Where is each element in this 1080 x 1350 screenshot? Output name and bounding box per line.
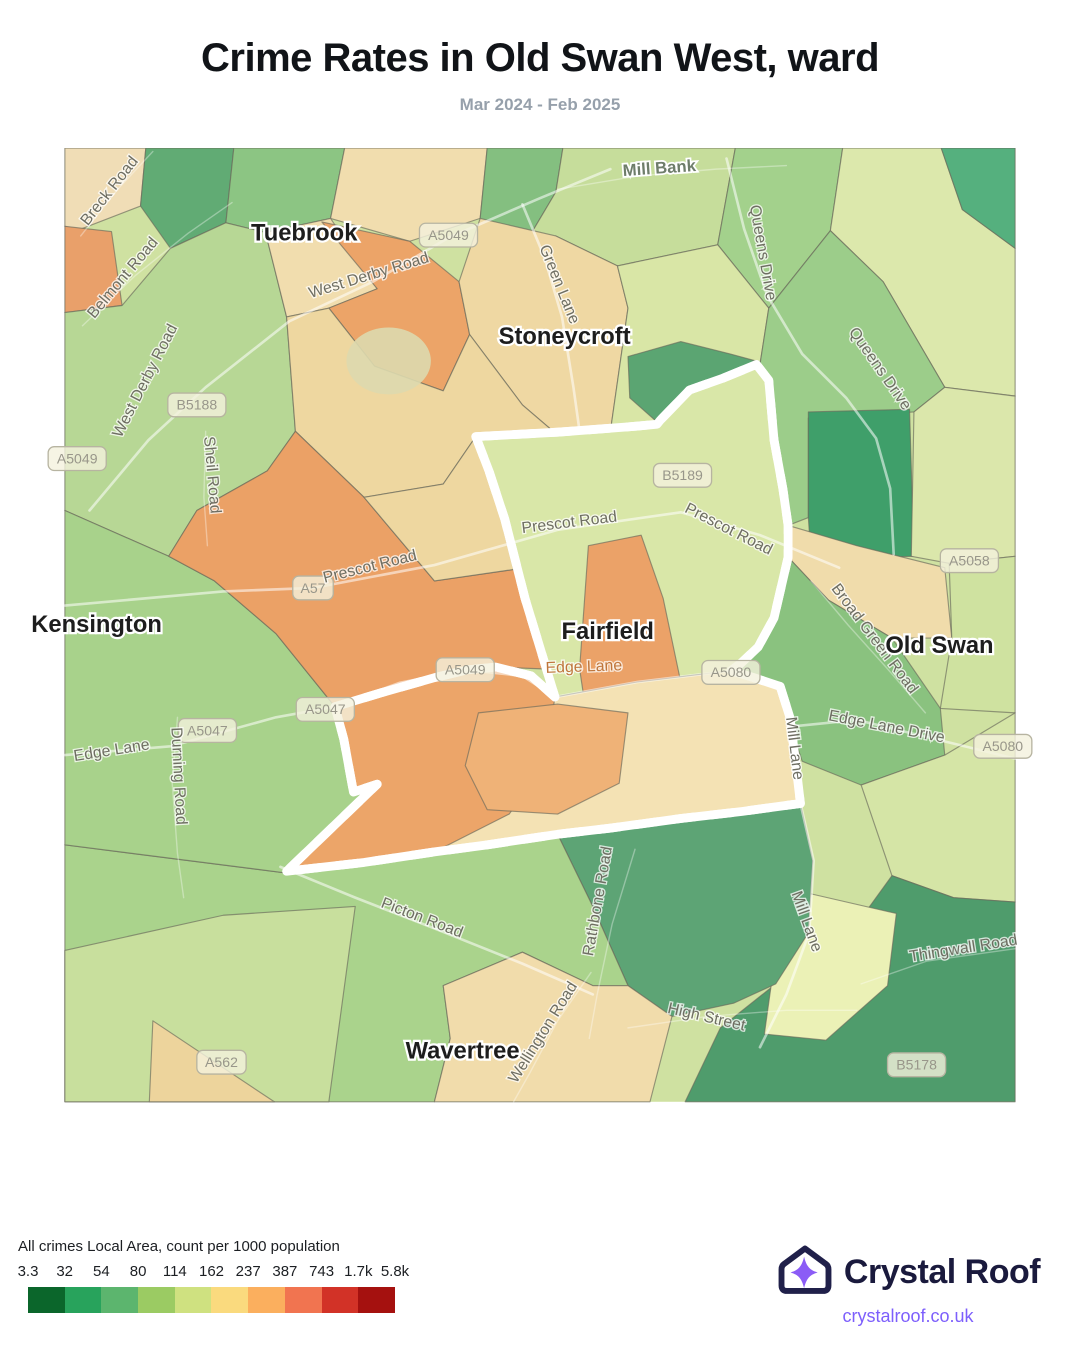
brand-block: Crystal Roof crystalroof.co.uk xyxy=(758,1244,1058,1327)
road-badge: A5080 xyxy=(973,733,1033,759)
choropleth-regions xyxy=(64,148,1016,1103)
svg-text:A5049: A5049 xyxy=(428,227,469,243)
road-badge: B5188 xyxy=(167,392,227,418)
road-badge: B5178 xyxy=(886,1052,947,1078)
legend-tick: 162 xyxy=(198,1263,225,1280)
road-badge: A57 xyxy=(292,575,334,601)
report-header: Crime Rates in Old Swan West, ward Mar 2… xyxy=(0,0,1080,148)
svg-text:A5049: A5049 xyxy=(445,662,486,678)
road-badge: A5049 xyxy=(418,222,479,248)
road-badge: A5058 xyxy=(939,548,1000,574)
road-badge: A5047 xyxy=(177,717,238,744)
area-label: Kensington xyxy=(31,611,162,638)
legend-swatch xyxy=(138,1287,175,1313)
svg-text:A5047: A5047 xyxy=(187,722,228,738)
legend-swatch xyxy=(64,1287,102,1313)
legend-scale: 3.3 32 54 80 114 162 237 387 743 1.7k 5.8k xyxy=(18,1263,438,1325)
svg-text:A5058: A5058 xyxy=(949,552,990,568)
legend-swatch xyxy=(358,1287,395,1313)
road-badge: B5189 xyxy=(652,462,713,488)
legend-swatch xyxy=(211,1287,249,1313)
svg-text:A5047: A5047 xyxy=(305,701,346,717)
legend-title: All crimes Local Area, count per 1000 po… xyxy=(18,1238,340,1255)
brand-name: Crystal Roof xyxy=(843,1252,1041,1291)
svg-text:B5188: B5188 xyxy=(177,397,218,413)
road-badge: A5080 xyxy=(701,659,761,685)
legend-tick: 114 xyxy=(162,1263,187,1280)
legend-swatch xyxy=(101,1287,139,1313)
legend-tick: 237 xyxy=(235,1263,261,1280)
svg-text:A5080: A5080 xyxy=(982,738,1023,754)
svg-text:A57: A57 xyxy=(300,580,325,596)
road-badges: A5049 B5188 A5049 B5189 A57 A5058 A5047 A5047 A5… xyxy=(47,222,1033,1078)
legend-swatch xyxy=(248,1287,285,1313)
legend-swatch xyxy=(174,1287,212,1313)
legend-swatch xyxy=(284,1287,322,1313)
road-label: Edge Lane xyxy=(545,657,622,677)
legend-swatch xyxy=(321,1287,359,1313)
svg-text:B5178: B5178 xyxy=(896,1057,937,1073)
date-range-subtitle: Mar 2024 - Feb 2025 xyxy=(459,95,621,114)
road-badge: A5047 xyxy=(295,696,356,722)
svg-text:A5049: A5049 xyxy=(57,450,98,466)
brand-url-link[interactable]: crystalroof.co.uk xyxy=(842,1306,974,1326)
crime-legend: All crimes Local Area, count per 1000 po… xyxy=(18,1238,438,1325)
report-footer: All crimes Local Area, count per 1000 po… xyxy=(0,1232,1080,1350)
legend-tick: 54 xyxy=(93,1263,110,1280)
svg-text:A5080: A5080 xyxy=(711,664,752,680)
legend-tick: 3.3 xyxy=(17,1263,39,1280)
road-badge: A5049 xyxy=(47,446,107,472)
area-label: Fairfield xyxy=(562,618,654,645)
road-badge: A562 xyxy=(196,1049,247,1075)
svg-text:B5189: B5189 xyxy=(662,467,703,483)
legend-color-bar xyxy=(28,1287,395,1313)
legend-tick: 32 xyxy=(56,1263,74,1280)
crystal-roof-logo-icon xyxy=(776,1244,834,1300)
area-label: Stoneycroft xyxy=(499,323,631,350)
legend-tick: 5.8k xyxy=(380,1263,410,1280)
legend-tick: 80 xyxy=(129,1263,147,1280)
area-label: Tuebrook xyxy=(251,219,358,246)
svg-text:A562: A562 xyxy=(205,1054,238,1070)
road-badge: A5049 xyxy=(435,657,495,683)
legend-tick: 1.7k xyxy=(344,1263,373,1280)
crime-choropleth-map[interactable]: A5049 B5188 A5049 B5189 A57 A5058 A5047 A5047 A5… xyxy=(0,148,1080,1232)
area-label: Wavertree xyxy=(406,1038,520,1065)
area-label: Old Swan xyxy=(885,632,993,659)
legend-tick: 387 xyxy=(272,1263,298,1280)
page-title: Crime Rates in Old Swan West, ward xyxy=(201,36,880,80)
legend-tick: 743 xyxy=(309,1263,335,1280)
legend-swatch xyxy=(28,1287,65,1313)
